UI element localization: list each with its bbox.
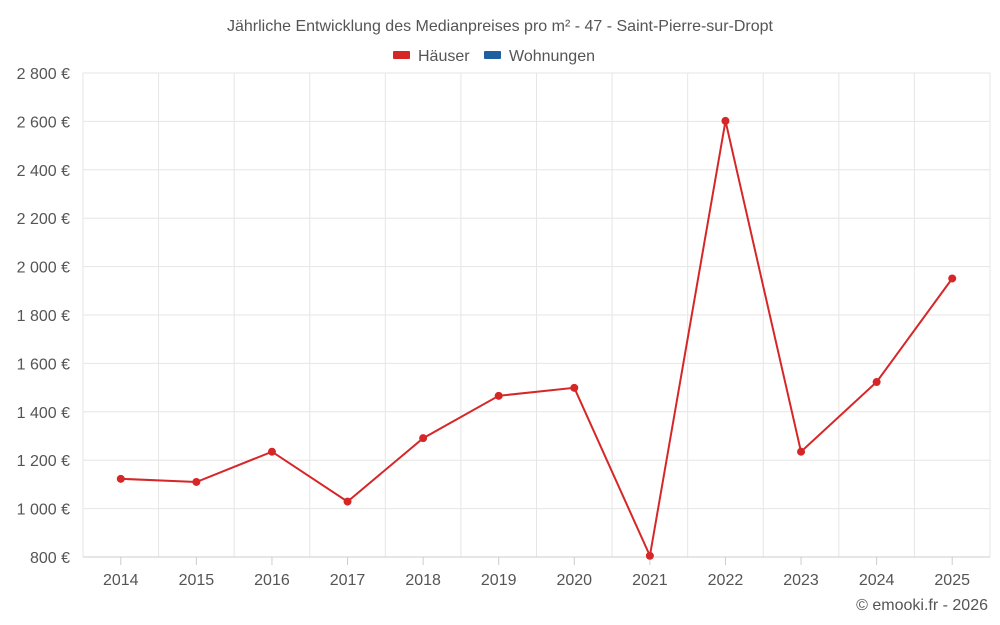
data-point[interactable] <box>494 391 503 400</box>
x-tick-label: 2018 <box>405 572 441 589</box>
data-point[interactable] <box>797 447 806 456</box>
legend-label-haeuser[interactable]: Häuser <box>418 48 470 65</box>
x-tick-label: 2017 <box>330 572 366 589</box>
x-tick-label: 2023 <box>783 572 819 589</box>
x-tick-label: 2021 <box>632 572 668 589</box>
grid <box>82 72 991 557</box>
y-tick-label: 2 000 € <box>17 260 70 277</box>
y-tick-label: 2 600 € <box>17 114 70 131</box>
data-point[interactable] <box>948 274 957 283</box>
data-point[interactable] <box>721 116 730 125</box>
data-point[interactable] <box>645 551 654 560</box>
data-point[interactable] <box>116 474 125 483</box>
y-tick-label: 2 200 € <box>17 211 70 228</box>
y-tick-label: 1 400 € <box>17 405 70 422</box>
data-point[interactable] <box>419 434 428 443</box>
y-tick-label: 800 € <box>30 550 70 567</box>
x-tick-label: 2015 <box>179 572 215 589</box>
x-tick-label: 2019 <box>481 572 517 589</box>
x-tick-label: 2024 <box>859 572 895 589</box>
chart-title: Jährliche Entwicklung des Medianpreises … <box>227 18 774 35</box>
legend: Häuser Wohnungen <box>393 48 595 65</box>
series-line-0 <box>120 120 954 560</box>
y-tick-label: 1 000 € <box>17 502 70 519</box>
data-point[interactable] <box>267 447 276 456</box>
legend-swatch-haeuser <box>393 51 410 59</box>
x-tick-label: 2025 <box>934 572 970 589</box>
y-tick-label: 1 800 € <box>17 308 70 325</box>
legend-label-wohnungen[interactable]: Wohnungen <box>509 48 595 65</box>
y-tick-label: 2 800 € <box>17 66 70 83</box>
data-point[interactable] <box>872 378 881 387</box>
y-tick-label: 2 400 € <box>17 163 70 180</box>
data-point[interactable] <box>192 477 201 486</box>
axes: 800 € 1 000 € 1 200 € 1 400 € 1 600 € 1 800 €… <box>17 66 990 589</box>
x-tick-label: 2014 <box>103 572 139 589</box>
credit-text: © emooki.fr - 2026 <box>856 597 988 614</box>
x-tick-label: 2022 <box>708 572 744 589</box>
y-tick-label: 1 200 € <box>17 453 70 470</box>
data-point[interactable] <box>343 497 352 506</box>
y-tick-label: 1 600 € <box>17 356 70 373</box>
series-layer <box>116 116 957 560</box>
x-tick-label: 2016 <box>254 572 290 589</box>
x-tick-label: 2020 <box>556 572 592 589</box>
legend-swatch-wohnungen <box>484 51 501 59</box>
data-point[interactable] <box>570 383 579 392</box>
